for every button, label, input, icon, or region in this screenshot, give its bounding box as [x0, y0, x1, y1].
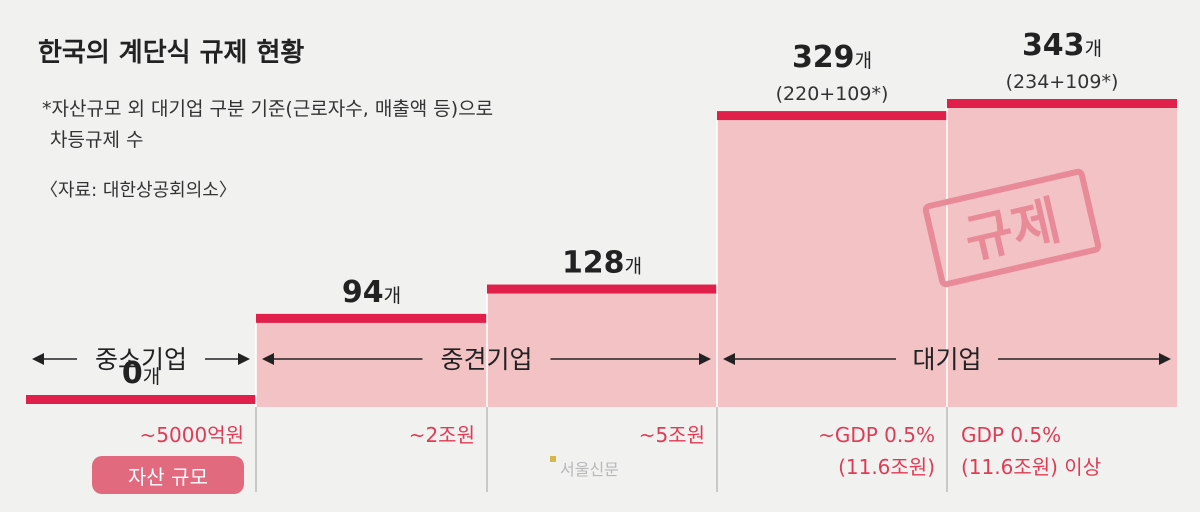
- group-label: 중견기업: [440, 345, 532, 374]
- group-label: 대기업: [912, 345, 981, 374]
- category-label: (11.6조원) 이상: [961, 455, 1101, 479]
- bar-top-line: [487, 284, 717, 294]
- watermark-text: 서울신문: [560, 460, 619, 479]
- arrow-right-icon: [699, 353, 711, 365]
- arrow-left-icon: [32, 353, 44, 365]
- category-label: ~5000억원: [140, 423, 244, 447]
- bar-fill: [256, 317, 487, 407]
- arrow-left-icon: [262, 353, 274, 365]
- value-label: 94개: [342, 275, 401, 310]
- arrow-right-icon: [1159, 353, 1171, 365]
- category-label: ~5조원: [639, 423, 705, 447]
- bar-top-line: [947, 99, 1177, 108]
- value-breakdown-label: (234+109*): [1006, 71, 1119, 93]
- chart-source: 〈자료: 대한상공회의소〉: [40, 180, 237, 201]
- bar-top-line: [26, 395, 256, 404]
- category-label: GDP 0.5%: [961, 423, 1061, 447]
- watermark-dot-icon: [550, 456, 556, 462]
- value-label: 128개: [562, 246, 642, 281]
- category-label: ~GDP 0.5%: [818, 423, 935, 447]
- asset-size-badge: 자산 규모: [92, 456, 244, 494]
- value-label: 343개: [1022, 28, 1102, 63]
- category-label: (11.6조원): [838, 455, 935, 479]
- arrow-left-icon: [723, 353, 735, 365]
- chart-title: 한국의 계단식 규제 현황: [38, 38, 305, 68]
- bar-top-line: [256, 313, 487, 323]
- value-label: 0개: [122, 356, 160, 391]
- value-label: 329개: [792, 40, 872, 75]
- group-label: 중소기업: [95, 345, 187, 374]
- value-breakdown-label: (220+109*): [776, 83, 889, 105]
- chart-note: *자산규모 외 대기업 구분 기준(근로자수, 매출액 등)으로 차등규제 수: [42, 94, 493, 156]
- publisher-watermark: 서울신문: [550, 456, 619, 480]
- note-line-2: 차등규제 수: [50, 129, 144, 151]
- note-line-1: *자산규모 외 대기업 구분 기준(근로자수, 매출액 등)으로: [42, 98, 494, 120]
- arrow-right-icon: [238, 353, 250, 365]
- bar-fill: [487, 288, 717, 407]
- stamp-border: [922, 168, 1102, 288]
- category-label: ~2조원: [409, 423, 475, 447]
- bar-top-line: [717, 111, 947, 121]
